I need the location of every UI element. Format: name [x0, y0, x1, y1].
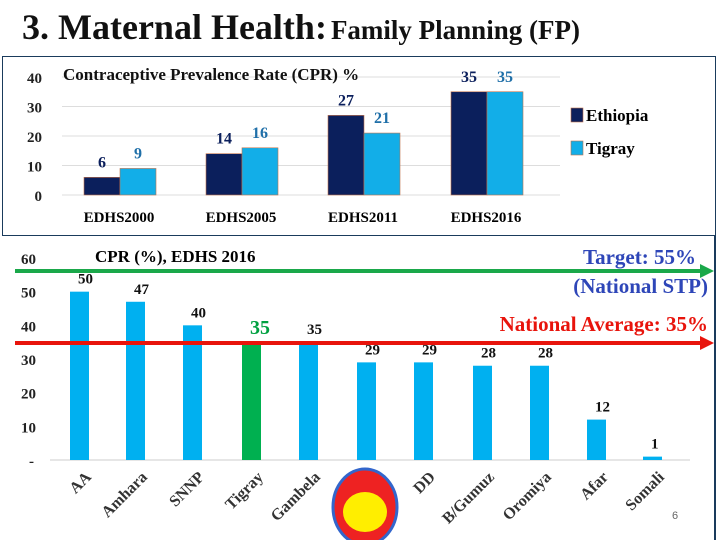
legend-label: Tigray: [586, 139, 635, 158]
target-sublabel: (National STP): [573, 274, 708, 298]
data-label: 29: [422, 342, 437, 358]
data-label: 50: [78, 272, 93, 288]
target-label: Target: 55%: [583, 245, 696, 269]
legend-swatch: [570, 107, 584, 123]
bar-b-gumuz: [473, 365, 492, 460]
y-tick-label: 40: [27, 71, 42, 87]
data-label: 21: [374, 110, 390, 127]
data-label: 35: [461, 69, 477, 86]
data-label: 28: [538, 346, 553, 362]
x-tick-label: EDHS2000: [84, 210, 155, 226]
chart1-title: Contraceptive Prevalence Rate (CPR) %: [63, 65, 359, 84]
bar-ethiopia: [450, 91, 488, 196]
y-tick-label: 40: [21, 319, 36, 335]
data-label: 6: [98, 154, 106, 171]
bar-tigray: [241, 147, 279, 196]
data-label: 47: [134, 282, 150, 298]
arrow-icon: [700, 264, 714, 278]
x-tick-label: EDHS2005: [206, 210, 277, 226]
arrow-icon: [700, 336, 714, 350]
page-number: 6: [672, 510, 678, 522]
data-label: 9: [134, 145, 142, 162]
bar-harari: [357, 362, 376, 460]
data-label: 12: [595, 400, 610, 416]
title-main: 3. Maternal Health:: [22, 7, 327, 47]
x-tick-label: Gambela: [268, 469, 324, 525]
y-tick-label: 20: [27, 130, 42, 146]
bar-ethiopia: [327, 115, 365, 196]
bar-tigray: [363, 132, 401, 196]
x-tick-label: Oromiya: [500, 469, 555, 524]
data-label: 35: [307, 322, 322, 338]
bar-ethiopia: [83, 177, 121, 196]
y-tick-label: 50: [21, 286, 36, 302]
x-tick-label: Somali: [622, 468, 668, 514]
data-label: 35: [497, 69, 513, 86]
y-tick-label: 0: [35, 189, 43, 205]
slide-border: [714, 236, 716, 540]
page-title: 3. Maternal Health: Family Planning (FP): [22, 6, 580, 48]
x-tick-label: EDHS2011: [328, 210, 398, 226]
bar-ethiopia: [205, 153, 243, 196]
y-tick-label: 60: [21, 252, 36, 268]
data-label: 28: [481, 346, 496, 362]
data-label: 14: [216, 131, 232, 148]
x-tick-label: B/Gumuz: [439, 469, 498, 528]
x-tick-label: Tigray: [222, 469, 267, 514]
data-label: 1: [651, 437, 659, 453]
y-tick-label: 10: [21, 420, 36, 436]
y-tick-label: -: [29, 454, 34, 470]
data-label: 35: [250, 317, 270, 339]
bar-snnp: [183, 325, 202, 460]
bar-gambela: [299, 342, 318, 460]
x-tick-label: AA: [66, 468, 95, 497]
x-tick-label: EDHS2016: [451, 210, 522, 226]
y-tick-label: 20: [21, 387, 36, 403]
y-tick-label: 10: [27, 160, 42, 176]
legend-swatch: [570, 140, 584, 156]
x-tick-label: DD: [410, 469, 438, 497]
bar-tigray: [119, 168, 157, 196]
legend-label: Ethiopia: [586, 106, 649, 125]
chart1-frame: [2, 56, 716, 236]
y-tick-label: 30: [21, 353, 36, 369]
data-label: 40: [191, 305, 206, 321]
y-tick-label: 30: [27, 101, 42, 117]
emblem-inner: [343, 492, 387, 532]
data-label: 27: [338, 92, 354, 109]
bar-somali: [643, 456, 662, 460]
chart2-title: CPR (%), EDHS 2016: [95, 247, 256, 266]
bar-afar: [587, 419, 606, 460]
bar-tigray: [486, 91, 524, 196]
x-tick-label: Afar: [577, 469, 612, 504]
title-sub: Family Planning (FP): [330, 15, 580, 45]
bar-aa: [70, 291, 89, 460]
bar-dd: [414, 362, 433, 460]
national-average-label: National Average: 35%: [500, 312, 708, 336]
bar-oromiya: [530, 365, 549, 460]
bar-amhara: [126, 301, 145, 460]
x-tick-label: Amhara: [99, 469, 151, 521]
data-label: 29: [365, 342, 380, 358]
x-tick-label: SNNP: [166, 469, 208, 511]
data-label: 16: [252, 125, 268, 142]
bar-tigray: [242, 342, 261, 460]
